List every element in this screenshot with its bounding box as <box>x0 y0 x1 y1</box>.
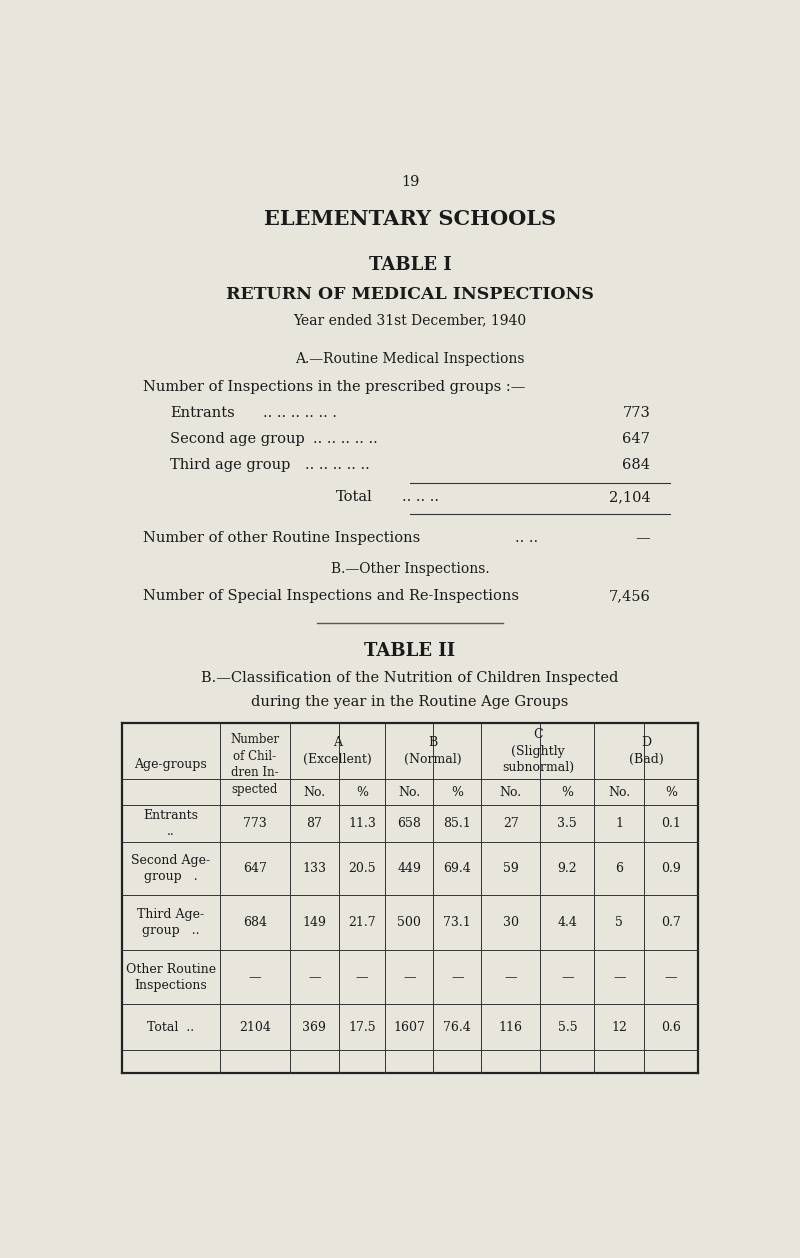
Text: Total: Total <box>336 491 373 504</box>
Text: 647: 647 <box>243 862 267 876</box>
Text: Year ended 31st December, 1940: Year ended 31st December, 1940 <box>294 313 526 327</box>
Text: No.: No. <box>303 786 326 799</box>
Text: .. .. .. .. ..: .. .. .. .. .. <box>306 458 370 472</box>
Text: 658: 658 <box>398 818 421 830</box>
Text: B.—Classification of the Nutrition of Children Inspected: B.—Classification of the Nutrition of Ch… <box>202 672 618 686</box>
Text: TABLE II: TABLE II <box>364 643 456 660</box>
Text: RETURN OF MEDICAL INSPECTIONS: RETURN OF MEDICAL INSPECTIONS <box>226 286 594 303</box>
Text: 684: 684 <box>622 458 650 472</box>
Text: during the year in the Routine Age Groups: during the year in the Routine Age Group… <box>251 694 569 708</box>
Text: 1: 1 <box>615 818 623 830</box>
Text: 684: 684 <box>243 916 267 928</box>
Text: 3.5: 3.5 <box>558 818 577 830</box>
Text: No.: No. <box>500 786 522 799</box>
Text: 59: 59 <box>503 862 518 876</box>
Text: 2,104: 2,104 <box>609 491 650 504</box>
Text: Number of Inspections in the prescribed groups :—: Number of Inspections in the prescribed … <box>142 380 525 394</box>
Text: Number of other Routine Inspections: Number of other Routine Inspections <box>142 531 420 545</box>
Text: 12: 12 <box>611 1020 627 1034</box>
Text: 9.2: 9.2 <box>558 862 577 876</box>
Text: Entrants: Entrants <box>170 406 234 420</box>
Text: ELEMENTARY SCHOOLS: ELEMENTARY SCHOOLS <box>264 209 556 229</box>
Text: 76.4: 76.4 <box>443 1020 471 1034</box>
Text: —: — <box>451 971 463 984</box>
Text: No.: No. <box>608 786 630 799</box>
Text: —: — <box>249 971 262 984</box>
Text: 2104: 2104 <box>239 1020 271 1034</box>
Text: 85.1: 85.1 <box>443 818 471 830</box>
Text: —: — <box>665 971 678 984</box>
Text: —: — <box>636 531 650 545</box>
Text: 87: 87 <box>306 818 322 830</box>
Text: TABLE I: TABLE I <box>369 255 451 274</box>
Text: B.—Other Inspections.: B.—Other Inspections. <box>330 562 490 576</box>
Text: .. .. .. .. ..: .. .. .. .. .. <box>313 431 378 445</box>
Text: —: — <box>561 971 574 984</box>
Text: 17.5: 17.5 <box>348 1020 376 1034</box>
Text: 0.6: 0.6 <box>662 1020 681 1034</box>
Text: Third age group: Third age group <box>170 458 290 472</box>
Text: 30: 30 <box>502 916 518 928</box>
Text: C
(Slightly
subnormal): C (Slightly subnormal) <box>502 728 574 774</box>
Text: —: — <box>403 971 415 984</box>
Text: 449: 449 <box>398 862 421 876</box>
Text: 19: 19 <box>401 175 419 189</box>
Text: —: — <box>356 971 368 984</box>
Text: 149: 149 <box>302 916 326 928</box>
Text: 7,456: 7,456 <box>608 589 650 603</box>
Text: %: % <box>562 786 574 799</box>
Text: .. .. .. .. .. .: .. .. .. .. .. . <box>262 406 337 420</box>
Text: 20.5: 20.5 <box>348 862 376 876</box>
Text: —: — <box>613 971 626 984</box>
Text: 5.5: 5.5 <box>558 1020 577 1034</box>
Text: Total  ..: Total .. <box>147 1020 194 1034</box>
Text: 27: 27 <box>503 818 518 830</box>
Text: %: % <box>665 786 677 799</box>
Text: 21.7: 21.7 <box>348 916 376 928</box>
Text: Number
of Chil-
dren In-
spected: Number of Chil- dren In- spected <box>230 733 279 795</box>
Text: 1607: 1607 <box>394 1020 425 1034</box>
Text: 0.7: 0.7 <box>662 916 681 928</box>
Text: .. ..: .. .. <box>514 531 538 545</box>
Text: 73.1: 73.1 <box>443 916 471 928</box>
Text: Third Age-
group   ..: Third Age- group .. <box>138 908 205 937</box>
Text: .. .. ..: .. .. .. <box>402 491 439 504</box>
Text: 0.9: 0.9 <box>662 862 681 876</box>
Text: Number of Special Inspections and Re-Inspections: Number of Special Inspections and Re-Ins… <box>142 589 518 603</box>
Text: 500: 500 <box>398 916 421 928</box>
Text: D
(Bad): D (Bad) <box>629 736 664 766</box>
Text: A.—Routine Medical Inspections: A.—Routine Medical Inspections <box>295 352 525 366</box>
Text: A
(Excellent): A (Excellent) <box>303 736 372 766</box>
Text: Entrants
..: Entrants .. <box>143 809 198 838</box>
Text: 773: 773 <box>622 406 650 420</box>
Text: 5: 5 <box>615 916 623 928</box>
Text: 11.3: 11.3 <box>348 818 376 830</box>
Text: No.: No. <box>398 786 420 799</box>
Text: %: % <box>356 786 368 799</box>
Text: %: % <box>451 786 463 799</box>
Text: 4.4: 4.4 <box>558 916 578 928</box>
Text: 6: 6 <box>615 862 623 876</box>
Text: 69.4: 69.4 <box>443 862 471 876</box>
Text: Other Routine
Inspections: Other Routine Inspections <box>126 962 216 991</box>
Text: Second age group: Second age group <box>170 431 305 445</box>
Text: Second Age-
group   .: Second Age- group . <box>131 854 210 883</box>
Text: B
(Normal): B (Normal) <box>405 736 462 766</box>
Text: 773: 773 <box>243 818 267 830</box>
Text: 369: 369 <box>302 1020 326 1034</box>
Text: 116: 116 <box>498 1020 522 1034</box>
Text: —: — <box>505 971 517 984</box>
Text: Age-groups: Age-groups <box>134 757 207 771</box>
Text: 133: 133 <box>302 862 326 876</box>
Text: —: — <box>308 971 321 984</box>
Text: 647: 647 <box>622 431 650 445</box>
Text: 0.1: 0.1 <box>662 818 681 830</box>
